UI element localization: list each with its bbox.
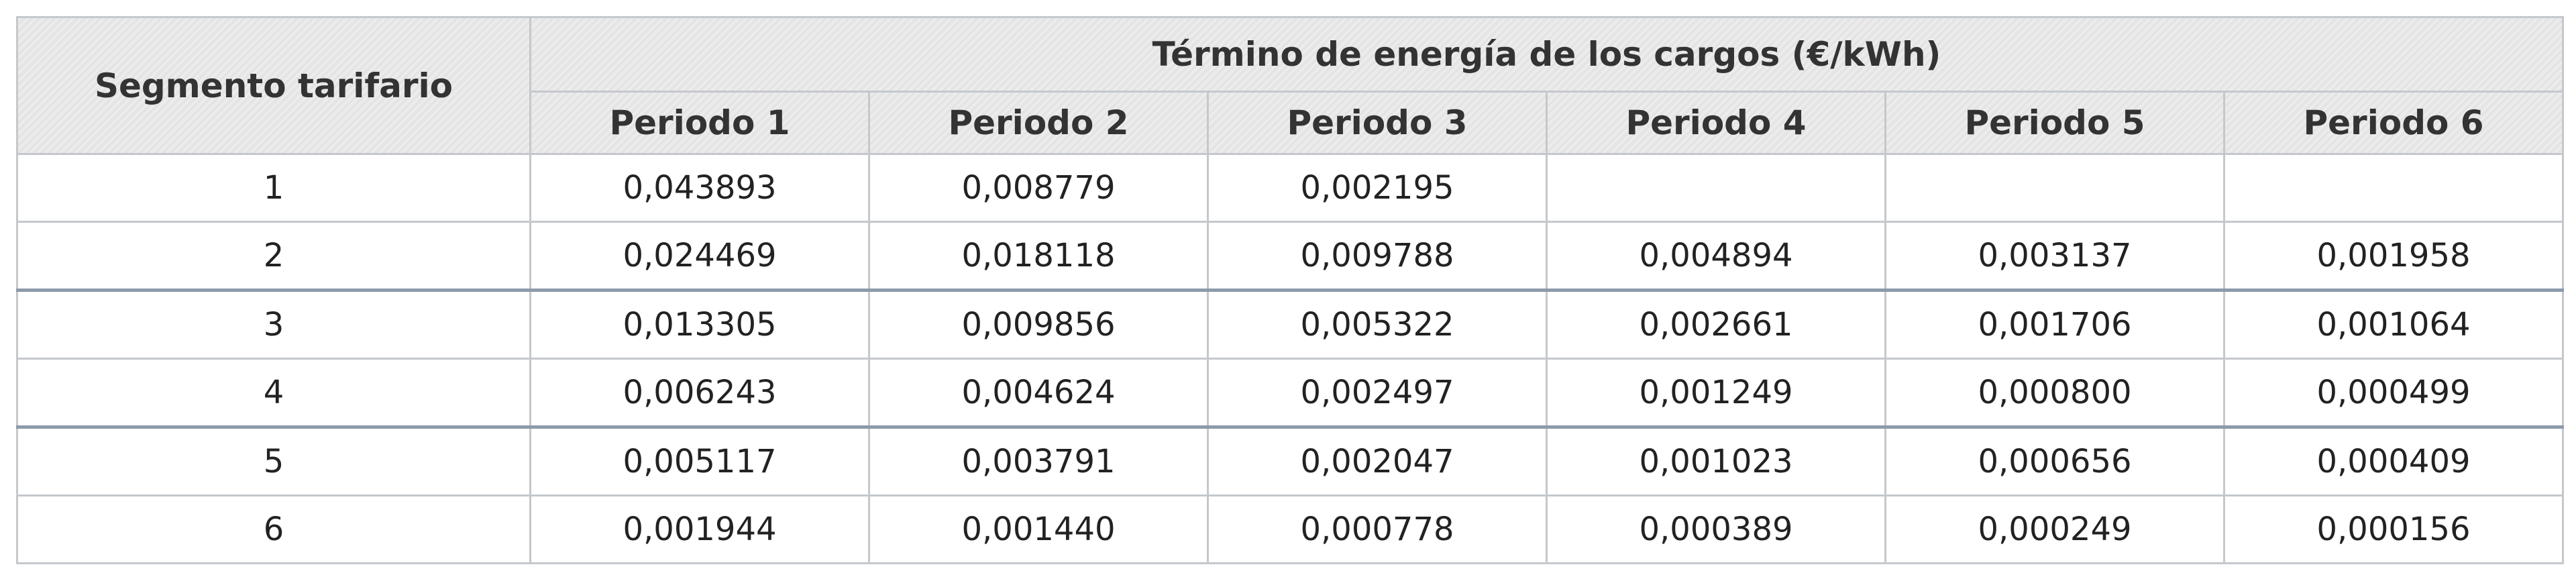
value-cell: 0,002047 [1207, 426, 1548, 496]
value-cell: 0,000499 [2222, 358, 2565, 429]
data-row: 2 0,024469 0,018118 0,009788 0,004894 0,00313… [16, 221, 2565, 292]
value-cell: 0,013305 [529, 289, 870, 360]
value-cell: 0,005117 [529, 426, 870, 496]
table-body: 1 0,043893 0,008779 0,002195 2 0,024469 0,0181… [16, 153, 2565, 564]
value-cell: 0,000656 [1884, 426, 2225, 496]
value-cell: 0,000800 [1884, 358, 2225, 429]
value-cell: 0,008779 [868, 153, 1209, 223]
data-row: 5 0,005117 0,003791 0,002047 0,001023 0,00065… [16, 426, 2565, 496]
value-cell: 0,000778 [1207, 494, 1548, 564]
value-cell: 0,002497 [1207, 358, 1548, 429]
value-cell: 0,004624 [868, 358, 1209, 429]
data-row: 4 0,006243 0,004624 0,002497 0,001249 0,00080… [16, 358, 2565, 429]
value-cell: 0,024469 [529, 221, 870, 292]
value-cell: 0,003791 [868, 426, 1209, 496]
header-row: Segmento tarifario Término de energía de… [16, 16, 2565, 155]
data-row: 1 0,043893 0,008779 0,002195 [16, 153, 2565, 223]
value-cell: 0,004894 [1546, 221, 1886, 292]
value-cell: 0,001958 [2222, 221, 2565, 292]
period-header: Periodo 4 [1546, 91, 1886, 155]
value-cell: 0,005322 [1207, 289, 1548, 360]
value-cell: 0,001944 [529, 494, 870, 564]
period-header: Periodo 1 [529, 91, 870, 155]
value-cell: 0,002195 [1207, 153, 1548, 223]
row-label-header: Segmento tarifario [16, 16, 531, 155]
value-cell: 0,001706 [1884, 289, 2225, 360]
segment-cell: 3 [16, 289, 531, 360]
value-cell: 0,006243 [529, 358, 870, 429]
period-header: Periodo 2 [868, 91, 1209, 155]
data-row: 3 0,013305 0,009856 0,005322 0,002661 0,00170… [16, 289, 2565, 360]
segment-cell: 2 [16, 221, 531, 292]
value-cell: 0,001440 [868, 494, 1209, 564]
period-header: Periodo 5 [1884, 91, 2225, 155]
empty-cell [2222, 153, 2565, 223]
segment-cell: 4 [16, 358, 531, 429]
empty-cell [1546, 153, 1886, 223]
value-cell: 0,043893 [529, 153, 870, 223]
segment-cell: 6 [16, 494, 531, 564]
value-cell: 0,001249 [1546, 358, 1886, 429]
segment-cell: 1 [16, 153, 531, 223]
value-cell: 0,009788 [1207, 221, 1548, 292]
value-cell: 0,009856 [868, 289, 1209, 360]
value-cell: 0,000249 [1884, 494, 2225, 564]
empty-cell [1884, 153, 2225, 223]
header-row: Periodo 1 Periodo 2 Periodo 3 Periodo 4 Peri… [17, 91, 2565, 155]
tariff-table: Segmento tarifario Término de energía de… [16, 16, 2565, 564]
value-cell: 0,001064 [2222, 289, 2565, 360]
value-cell: 0,001023 [1546, 426, 1886, 496]
group-header: Término de energía de los cargos (€/kWh) [529, 16, 2565, 93]
value-cell: 0,000389 [1546, 494, 1886, 564]
value-cell: 0,002661 [1546, 289, 1886, 360]
value-cell: 0,000156 [2222, 494, 2565, 564]
value-cell: 0,000409 [2222, 426, 2565, 496]
period-header: Periodo 3 [1207, 91, 1548, 155]
value-cell: 0,018118 [868, 221, 1209, 292]
data-row: 6 0,001944 0,001440 0,000778 0,000389 0,00024… [16, 494, 2565, 564]
value-cell: 0,003137 [1884, 221, 2225, 292]
segment-cell: 5 [16, 426, 531, 496]
period-header: Periodo 6 [2222, 91, 2565, 155]
